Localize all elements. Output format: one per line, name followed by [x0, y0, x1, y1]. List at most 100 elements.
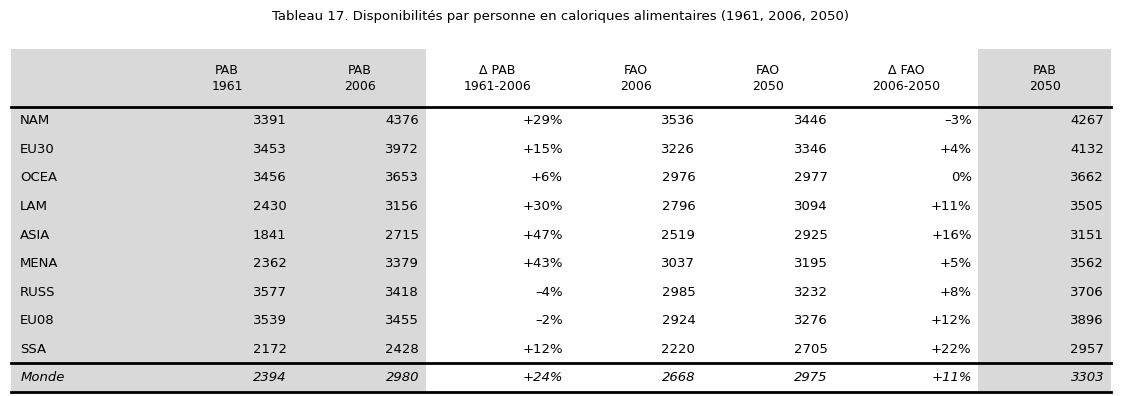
Text: +4%: +4%: [939, 143, 972, 156]
Bar: [570, 278, 702, 307]
Text: RUSS: RUSS: [20, 286, 56, 299]
Text: 2705: 2705: [794, 343, 828, 356]
Text: FAO: FAO: [756, 63, 780, 76]
Text: EU08: EU08: [20, 314, 55, 327]
Bar: [11, 307, 160, 335]
Text: +43%: +43%: [523, 257, 563, 270]
Text: +24%: +24%: [523, 371, 563, 384]
Text: 2428: 2428: [385, 343, 419, 356]
Bar: [425, 335, 570, 364]
Bar: [293, 164, 425, 192]
Text: 2975: 2975: [794, 371, 828, 384]
Text: +30%: +30%: [523, 200, 563, 213]
Bar: [702, 221, 835, 249]
Text: 3391: 3391: [252, 114, 286, 128]
Text: 3653: 3653: [385, 171, 419, 185]
Bar: [160, 221, 293, 249]
Text: +16%: +16%: [931, 228, 972, 242]
Bar: [160, 249, 293, 278]
Text: 3379: 3379: [385, 257, 419, 270]
Bar: [160, 364, 293, 392]
Bar: [702, 135, 835, 164]
Bar: [425, 192, 570, 221]
Bar: [11, 192, 160, 221]
Text: 3226: 3226: [662, 143, 696, 156]
Bar: [570, 307, 702, 335]
Text: +12%: +12%: [931, 314, 972, 327]
Text: 2006: 2006: [343, 80, 376, 93]
Text: 2715: 2715: [385, 228, 419, 242]
Text: EU30: EU30: [20, 143, 55, 156]
Text: 3662: 3662: [1070, 171, 1104, 185]
Text: –3%: –3%: [944, 114, 972, 128]
Text: 2925: 2925: [794, 228, 828, 242]
Bar: [160, 107, 293, 135]
Text: 3536: 3536: [662, 114, 696, 128]
Bar: [702, 335, 835, 364]
Bar: [835, 192, 978, 221]
Text: 2796: 2796: [662, 200, 696, 213]
Text: +47%: +47%: [523, 228, 563, 242]
Bar: [702, 107, 835, 135]
Text: LAM: LAM: [20, 200, 48, 213]
Bar: [978, 278, 1111, 307]
Bar: [11, 249, 160, 278]
Bar: [978, 107, 1111, 135]
Bar: [293, 50, 425, 107]
Text: 0%: 0%: [950, 171, 972, 185]
Text: PAB: PAB: [215, 63, 239, 76]
Bar: [702, 278, 835, 307]
Bar: [702, 249, 835, 278]
Text: 2220: 2220: [662, 343, 696, 356]
Bar: [425, 135, 570, 164]
Text: 3418: 3418: [385, 286, 419, 299]
Bar: [835, 135, 978, 164]
Text: +15%: +15%: [522, 143, 563, 156]
Bar: [835, 50, 978, 107]
Bar: [702, 307, 835, 335]
Text: 3037: 3037: [662, 257, 696, 270]
Text: PAB: PAB: [1032, 63, 1057, 76]
Bar: [978, 192, 1111, 221]
Text: 2985: 2985: [662, 286, 696, 299]
Text: 3505: 3505: [1070, 200, 1104, 213]
Text: 3151: 3151: [1070, 228, 1104, 242]
Text: 2050: 2050: [753, 80, 784, 93]
Bar: [835, 164, 978, 192]
Bar: [293, 107, 425, 135]
Bar: [570, 364, 702, 392]
Bar: [293, 221, 425, 249]
Bar: [570, 335, 702, 364]
Bar: [425, 307, 570, 335]
Text: 4267: 4267: [1070, 114, 1104, 128]
Bar: [978, 307, 1111, 335]
Bar: [425, 249, 570, 278]
Text: MENA: MENA: [20, 257, 58, 270]
Bar: [425, 278, 570, 307]
Text: 3706: 3706: [1070, 286, 1104, 299]
Bar: [293, 278, 425, 307]
Text: 2362: 2362: [252, 257, 286, 270]
Text: –4%: –4%: [535, 286, 563, 299]
Text: +22%: +22%: [931, 343, 972, 356]
Bar: [570, 135, 702, 164]
Bar: [570, 107, 702, 135]
Text: +29%: +29%: [523, 114, 563, 128]
Text: 2977: 2977: [794, 171, 828, 185]
Bar: [425, 107, 570, 135]
Bar: [570, 192, 702, 221]
Bar: [978, 335, 1111, 364]
Text: 3453: 3453: [252, 143, 286, 156]
Text: 3232: 3232: [793, 286, 828, 299]
Text: +11%: +11%: [931, 371, 972, 384]
Text: +11%: +11%: [931, 200, 972, 213]
Text: 2006: 2006: [620, 80, 652, 93]
Bar: [835, 364, 978, 392]
Text: 2957: 2957: [1070, 343, 1104, 356]
Text: Tableau 17. Disponibilités par personne en caloriques alimentaires (1961, 2006, : Tableau 17. Disponibilités par personne …: [273, 10, 849, 23]
Text: +5%: +5%: [939, 257, 972, 270]
Bar: [835, 278, 978, 307]
Text: 3276: 3276: [794, 314, 828, 327]
Text: 3562: 3562: [1070, 257, 1104, 270]
Text: 1961-2006: 1961-2006: [463, 80, 532, 93]
